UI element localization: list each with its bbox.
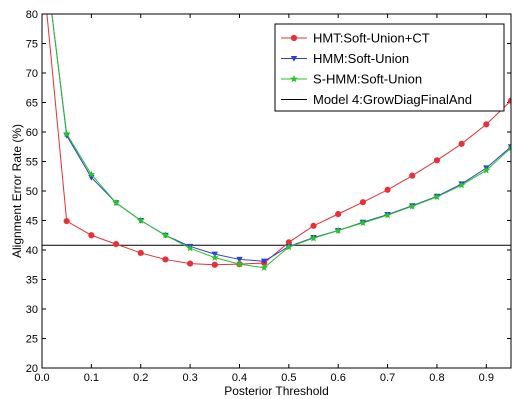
legend-marker [290, 75, 298, 83]
y-tick-label: 20 [26, 363, 38, 375]
data-point [335, 210, 342, 218]
legend-entry: HMM:Soft-Union [281, 51, 409, 66]
data-point [359, 218, 367, 227]
series-group [42, 14, 511, 271]
series-2 [51, 14, 511, 271]
data-point [408, 202, 417, 210]
series-line [46, 14, 511, 266]
data-point [507, 143, 511, 152]
y-axis-title: Alignment Error Rate (%) [10, 124, 24, 258]
data-point [457, 181, 466, 189]
data-point [260, 263, 268, 271]
y-tick-label: 25 [26, 334, 38, 346]
x-tick-label: 0.2 [133, 372, 148, 384]
y-tick-label: 45 [26, 216, 38, 228]
data-point [136, 216, 145, 224]
data-point [409, 172, 416, 179]
x-tick-label: 0.1 [84, 372, 99, 384]
series-line [51, 14, 511, 269]
legend-entry: Model 4:GrowDiagFinalAnd [281, 92, 472, 107]
legend: HMT:Soft-Union+CT HMM:Soft-Union S-HMM:Sof… [274, 23, 505, 112]
y-tick-label: 80 [26, 9, 38, 21]
data-point [235, 260, 244, 268]
y-tick-label: 35 [26, 275, 38, 287]
legend-entry: HMT:Soft-Union+CT [281, 31, 430, 46]
data-point [260, 258, 268, 265]
data-point [62, 129, 71, 138]
data-point [310, 222, 317, 229]
data-point [334, 226, 343, 234]
data-point [88, 232, 95, 239]
x-tick-label: 0.4 [232, 372, 247, 384]
legend-marker [290, 55, 298, 62]
data-point [162, 256, 169, 263]
data-point [112, 198, 120, 207]
x-tick-label: 0.6 [331, 372, 346, 384]
legend-label: S-HMM:Soft-Union [313, 72, 422, 87]
legend-marker [290, 34, 298, 42]
data-point [236, 256, 243, 263]
data-point [483, 121, 490, 128]
y-tick-label: 30 [26, 304, 38, 316]
data-point [309, 234, 318, 242]
x-tick-label: 0.7 [380, 372, 395, 384]
plot-frame [41, 13, 512, 369]
data-point [186, 244, 194, 252]
legend-box [274, 23, 505, 112]
data-point [210, 253, 219, 261]
y-tick-label: 50 [26, 186, 38, 198]
axis-ticks: 0.0 0.1 0.2 0.3 0.4 0.5 0.6 0.7 0.8 0.9 20 25 30 35 40… [26, 9, 511, 384]
data-point [384, 186, 391, 193]
data-point [161, 231, 170, 239]
data-point [137, 249, 144, 257]
x-tick-label: 0.0 [34, 372, 49, 384]
data-point [87, 170, 96, 178]
y-tick-label: 55 [26, 157, 38, 169]
x-tick-label: 0.9 [479, 372, 494, 384]
data-point [187, 260, 194, 267]
data-point [433, 157, 441, 164]
legend-label: Model 4:GrowDiagFinalAnd [313, 92, 472, 107]
x-tick-label: 0.3 [182, 372, 197, 384]
data-point [383, 211, 392, 219]
y-tick-label: 70 [26, 68, 38, 80]
y-tick-label: 40 [26, 245, 38, 257]
legend-label: HMT:Soft-Union+CT [313, 31, 430, 46]
data-point [63, 217, 70, 225]
x-axis-title: Posterior Threshold [224, 384, 329, 398]
x-tick-label: 0.5 [281, 372, 296, 384]
y-tick-label: 65 [26, 98, 38, 110]
data-point [458, 140, 465, 147]
legend-entry: S-HMM:Soft-Union [281, 72, 422, 87]
data-point [211, 261, 218, 268]
data-point [285, 243, 293, 251]
x-tick-label: 0.8 [429, 372, 444, 384]
data-point [482, 166, 491, 174]
data-point [359, 199, 366, 206]
data-point [433, 192, 441, 201]
legend-label: HMM:Soft-Union [313, 51, 409, 66]
y-tick-label: 75 [26, 39, 38, 51]
y-tick-label: 60 [26, 127, 38, 139]
data-point [112, 241, 120, 248]
